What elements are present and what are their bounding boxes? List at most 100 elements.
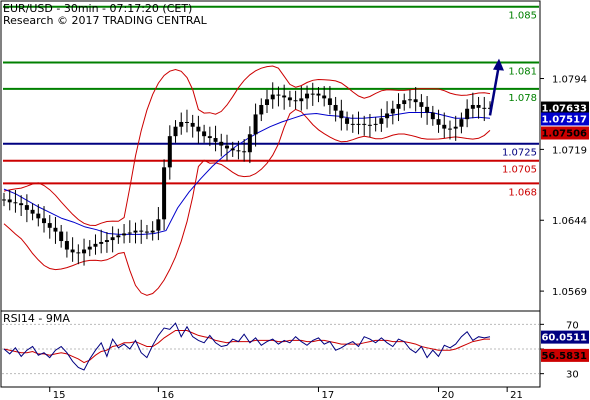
candle-body [402, 100, 407, 105]
candle-body [76, 252, 81, 254]
candle-body [413, 99, 418, 103]
rsi-ma-tag: 56.5831 [541, 351, 587, 362]
rsi-tags: 60.0511 56.5831 [541, 330, 589, 362]
candle-body [345, 118, 350, 124]
x-tick-label: 17 [321, 390, 334, 400]
level-label-1.078: 1.078 [508, 93, 537, 104]
candle-body [59, 231, 64, 242]
candle-body [224, 145, 229, 149]
candle-body [407, 99, 412, 101]
candle-body [213, 138, 218, 142]
candle-body [476, 104, 481, 108]
candle-body [419, 102, 424, 107]
candle-body [179, 121, 184, 127]
moving-average-layer [3, 112, 491, 235]
candle-body [327, 98, 332, 105]
moving-average-line [3, 112, 491, 235]
candle-body [70, 249, 75, 253]
candle-body [350, 123, 355, 125]
symbol-title: EUR/USD - 30min - 07:17:20 (CET) [3, 2, 192, 15]
x-tick-label: 15 [53, 390, 66, 400]
level-label-1.0725: 1.0725 [502, 148, 537, 159]
rsi-ma-tag-bg [541, 348, 589, 362]
candle-body [339, 110, 344, 119]
candle-body [362, 123, 367, 125]
candles [2, 82, 492, 266]
candle-body [19, 203, 24, 206]
candle-body [265, 99, 270, 105]
rsi-label: RSI14 - 9MA [3, 312, 70, 325]
candle-body [236, 150, 241, 152]
candle-body [247, 134, 252, 153]
candle-body [396, 104, 401, 109]
candle-body [139, 230, 144, 232]
bollinger-bands [3, 65, 491, 296]
candle-body [30, 209, 35, 214]
candle-body [202, 131, 207, 137]
candle-body [127, 232, 132, 234]
candle-body [373, 123, 378, 125]
candle-body [482, 107, 487, 109]
x-tick-label: 20 [442, 390, 455, 400]
candle-body [36, 213, 41, 219]
candle-body [133, 230, 138, 233]
candle-body [259, 104, 264, 115]
candle-body [13, 202, 18, 204]
candle-body [333, 104, 338, 111]
price-axis: 1.0569 1.0644 1.0719 1.0794 [540, 75, 587, 298]
candle-body [116, 235, 121, 238]
candle-body [64, 241, 69, 250]
candle-body [207, 136, 212, 139]
candle-body [173, 126, 178, 137]
candle-body [282, 95, 287, 98]
rsi-panel: RSI14 - 9MA [0, 310, 541, 388]
level-lines: 1.085 1.081 1.078 1.0725 1.0705 1.068 [3, 5, 539, 198]
candle-body [122, 233, 127, 236]
candle-body [184, 121, 189, 123]
candle-body [379, 118, 384, 124]
forecast-arrow [488, 58, 504, 116]
candle-body [276, 94, 281, 96]
band-value-tag: 1.07506 [541, 129, 587, 140]
candle-body [162, 167, 167, 220]
rsi-line [3, 322, 491, 371]
candle-body [470, 104, 475, 109]
bollinger-upper-line [3, 65, 491, 227]
forecast-arrow-shaft [488, 64, 501, 116]
rsi-value-tag-bg [541, 330, 589, 344]
price-panel: 1.085 1.081 1.078 1.0725 1.0705 1.068 EUR/USD… [0, 0, 541, 312]
candle-body [93, 243, 98, 247]
candle-body [156, 219, 161, 231]
level-label-1.085: 1.085 [508, 11, 537, 22]
candle-body [316, 93, 321, 96]
candle-body [2, 199, 6, 201]
candle-body [7, 199, 12, 203]
candle-body [453, 126, 458, 129]
candle-body [253, 114, 258, 135]
candle-body [367, 124, 372, 126]
level-label-1.068: 1.068 [508, 187, 537, 198]
candle-body [436, 119, 441, 125]
candle-body [219, 141, 224, 146]
x-tick-label: 16 [161, 390, 174, 400]
ma-value-tag: 1.07517 [541, 114, 587, 125]
candle-body [104, 240, 109, 242]
copyright-line: Research © 2017 TRADING CENTRAL [3, 14, 208, 27]
candle-body [87, 246, 92, 250]
candle-body [390, 108, 395, 114]
forecast-arrow-head [493, 58, 504, 71]
rsi-tick-label: 30 [566, 370, 579, 381]
current-price-tag: 1.07633 [541, 104, 587, 115]
candle-body [459, 119, 464, 127]
candle-body [99, 241, 104, 244]
x-tick-label: 21 [510, 390, 523, 400]
candle-body [47, 223, 52, 228]
y-tick-label: 1.0719 [552, 145, 587, 156]
candle-body [196, 126, 201, 132]
candle-body [430, 112, 435, 120]
candle-body [144, 231, 149, 233]
candle-body [167, 136, 172, 168]
candle-body [442, 124, 447, 129]
